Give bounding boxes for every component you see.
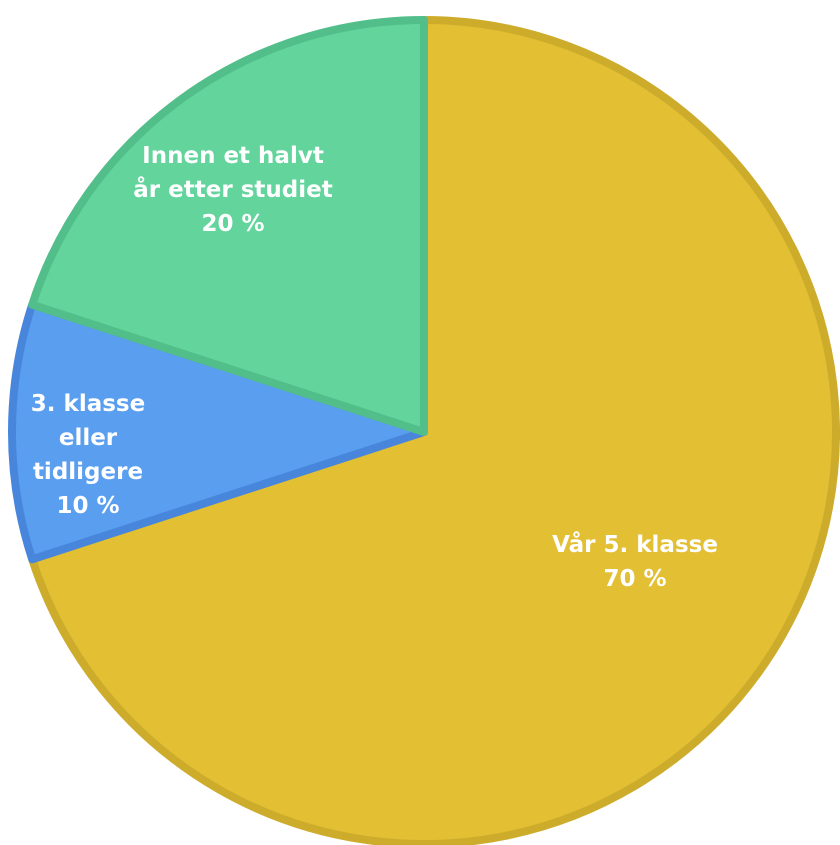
slice-name: Vår 5. klasse: [552, 532, 718, 558]
slice-label: Vår 5. klasse 70 %: [520, 528, 750, 596]
slice-label: Innen et halvt år etter studiet 20 %: [133, 139, 333, 241]
pie-slice: [8, 300, 428, 564]
slice-value: 20 %: [201, 211, 265, 237]
slice-label: 3. klasse eller tidligere 10 %: [13, 387, 163, 523]
slice-name: Innen et halvt år etter studiet: [133, 143, 333, 203]
pie-slice: [28, 16, 428, 436]
slice-value: 70 %: [603, 566, 667, 592]
slice-value: 10 %: [56, 493, 120, 519]
pie-slice: [28, 16, 840, 845]
slice-name: 3. klasse eller tidligere: [30, 391, 146, 485]
